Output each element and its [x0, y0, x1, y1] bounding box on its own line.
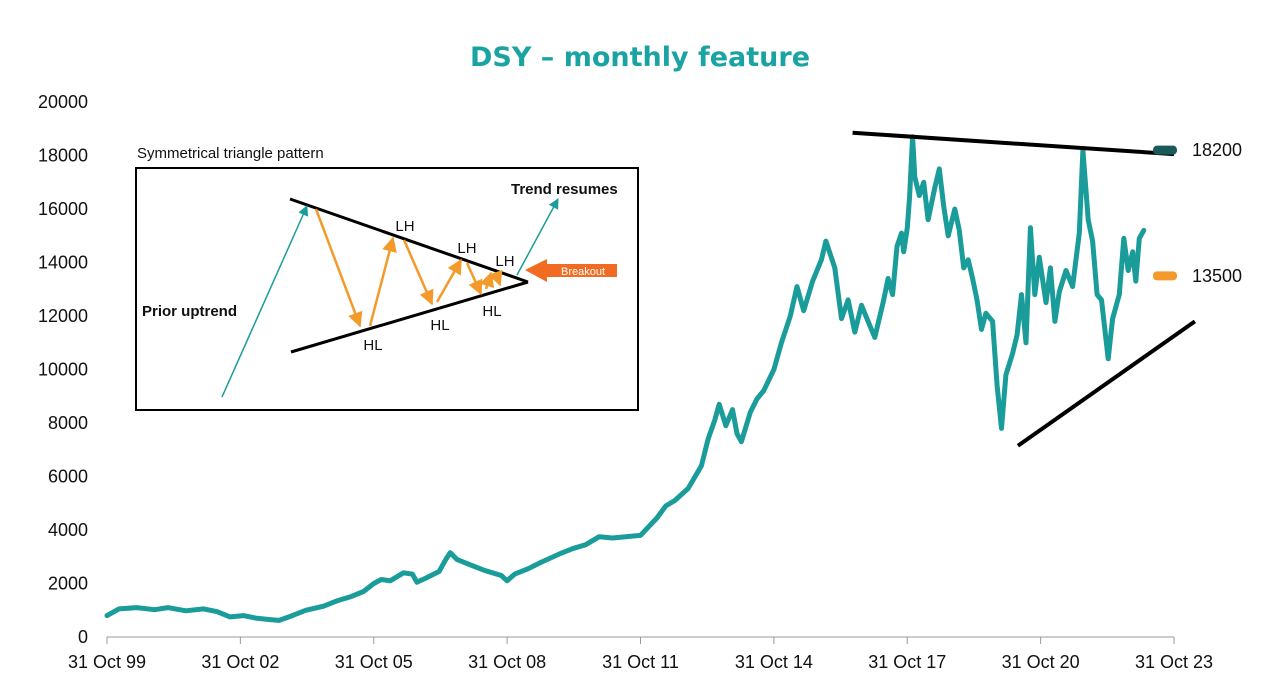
label-hl-3: HL	[482, 303, 501, 320]
swing-arrows	[314, 208, 503, 328]
y-tick-label: 20000	[38, 92, 88, 112]
swing-arrow-up-2	[435, 258, 463, 303]
y-tick-label: 10000	[38, 360, 88, 380]
y-tick-label: 18000	[38, 146, 88, 166]
price-series-line	[104, 134, 1147, 623]
inset-frame	[135, 167, 639, 411]
triangle-pattern-inset: Symmetrical triangle pattern LH LH LH HL…	[135, 145, 639, 411]
level-label-13500: 13500	[1192, 266, 1242, 286]
level-marker-13500	[1153, 271, 1177, 281]
trend-resumes-label: Trend resumes	[511, 181, 618, 198]
y-tick-label: 16000	[38, 199, 88, 219]
x-tick-label: 31 Oct 08	[468, 652, 546, 672]
x-tick-label: 31 Oct 14	[735, 652, 813, 672]
inset-lower-trendline	[290, 280, 529, 354]
x-axis: 31 Oct 99 31 Oct 02 31 Oct 05 31 Oct 08 31 O…	[68, 636, 1213, 672]
label-hl-1: HL	[363, 337, 382, 354]
label-lh-3: LH	[495, 253, 514, 270]
swing-arrow-up-1	[368, 236, 397, 327]
y-tick-label: 4000	[48, 520, 88, 540]
inset-upper-trendline	[289, 197, 529, 284]
y-tick-label: 8000	[48, 413, 88, 433]
y-tick-label: 6000	[48, 467, 88, 487]
y-tick-label: 2000	[48, 574, 88, 594]
chart-title: DSY – monthly feature	[470, 42, 810, 73]
level-marker-18200	[1153, 145, 1177, 155]
level-label-18200: 18200	[1192, 140, 1242, 160]
x-tick-label: 31 Oct 20	[1002, 652, 1080, 672]
swing-arrow-down-4	[488, 269, 503, 287]
x-tick-label: 31 Oct 11	[602, 652, 679, 672]
label-lh-2: LH	[457, 240, 476, 257]
label-hl-2: HL	[430, 317, 449, 334]
prior-uptrend-arrow	[221, 205, 308, 398]
x-tick-label: 31 Oct 02	[201, 652, 279, 672]
price-level-markers: 18200 13500	[1153, 140, 1242, 286]
y-tick-label: 12000	[38, 306, 88, 326]
x-tick-label: 31 Oct 99	[68, 652, 146, 672]
inset-heading: Symmetrical triangle pattern	[137, 145, 324, 162]
x-tick-label: 31 Oct 05	[335, 652, 413, 672]
prior-uptrend-label: Prior uptrend	[142, 303, 237, 320]
swing-arrow-down-2	[402, 239, 434, 306]
y-axis: 0 2000 4000 6000 8000 10000 12000 14000 16000 180…	[38, 92, 88, 647]
x-tick-label: 31 Oct 17	[868, 652, 946, 672]
lower-support-trendline	[1016, 319, 1197, 448]
breakout-arrow: Breakout	[525, 259, 617, 282]
swing-arrow-down-3	[465, 262, 483, 296]
upper-resistance-trendline	[852, 130, 1175, 157]
y-tick-label: 14000	[38, 253, 88, 273]
y-tick-label: 0	[78, 627, 88, 647]
swing-arrow-down-1	[314, 208, 363, 328]
label-lh-1: LH	[395, 218, 414, 235]
breakout-label: Breakout	[561, 266, 605, 278]
trend-resumes-arrow	[516, 198, 559, 276]
x-tick-label: 31 Oct 23	[1135, 652, 1213, 672]
